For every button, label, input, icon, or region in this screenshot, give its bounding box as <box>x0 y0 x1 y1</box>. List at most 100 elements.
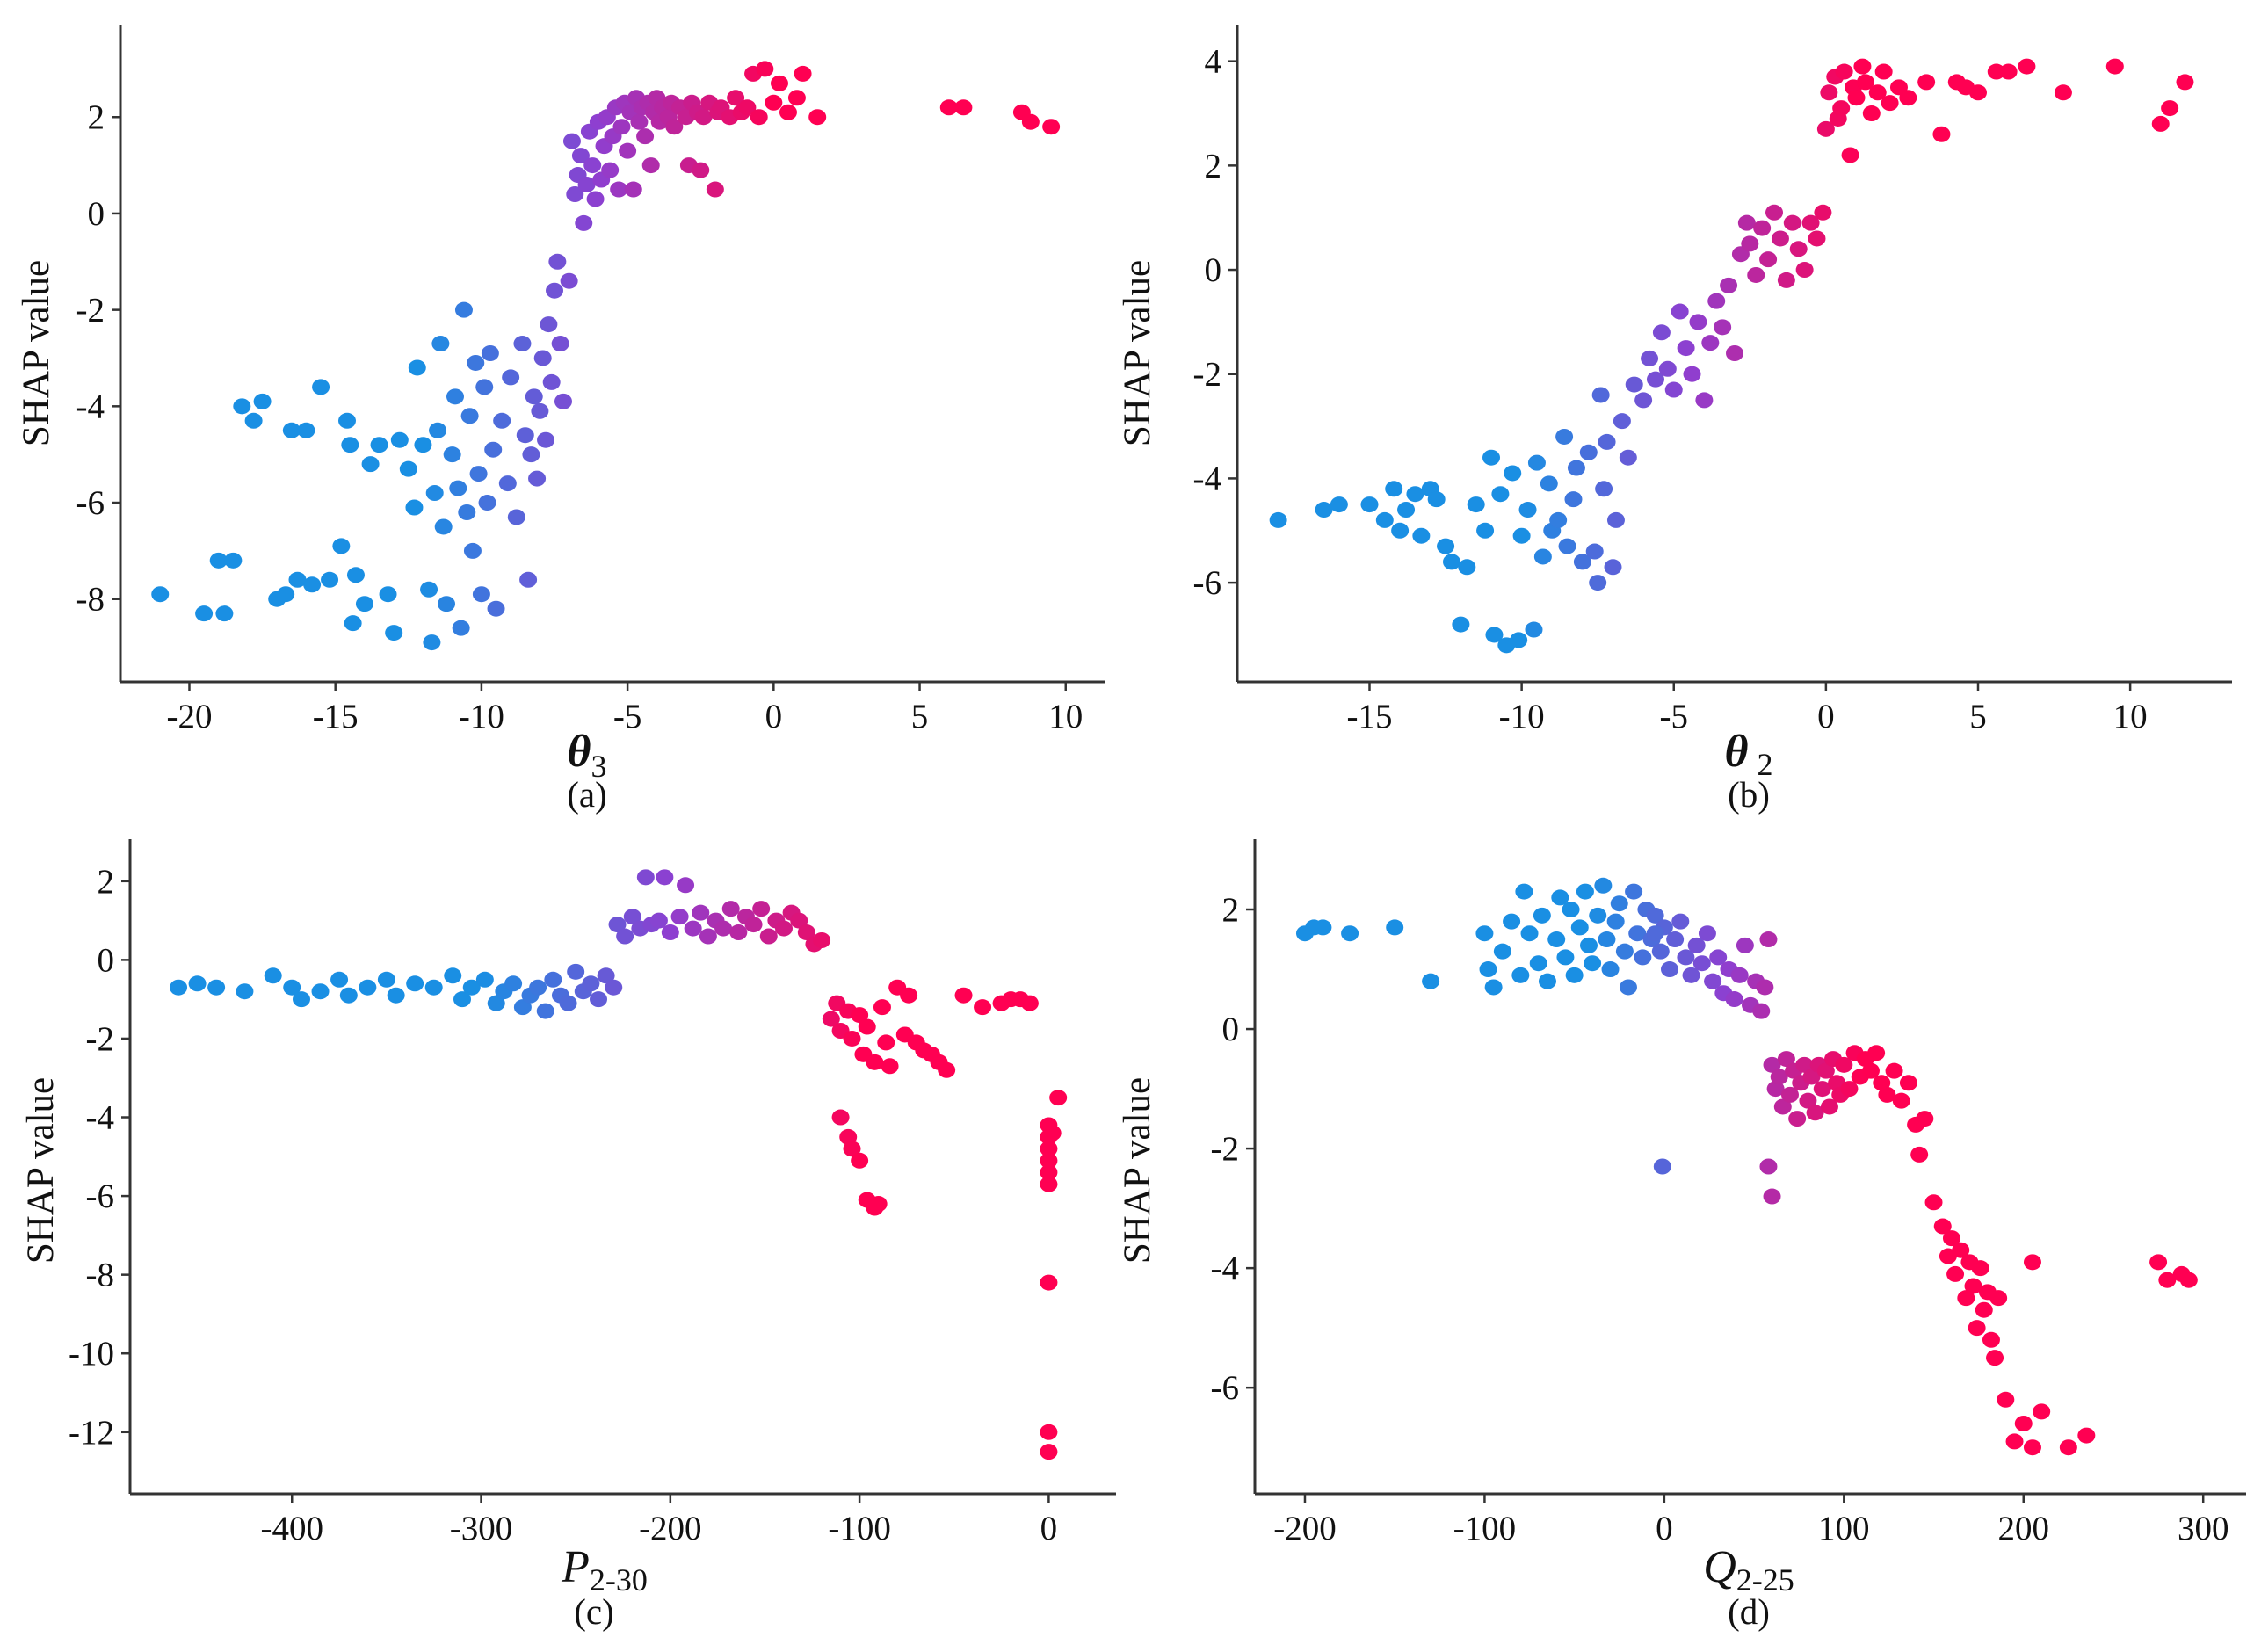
panel-a-data-point <box>727 90 745 106</box>
panel-b-data-point <box>1899 90 1917 106</box>
panel-c-data-point <box>475 971 494 988</box>
panel-a-points <box>151 61 1061 651</box>
panel-c-data-point <box>387 987 405 1004</box>
panel-b-data-point <box>1412 527 1431 544</box>
panel-d-data-point <box>1975 1301 1993 1318</box>
panel-d-data-point <box>1892 1092 1910 1109</box>
panel-d-data-point <box>1646 925 1664 942</box>
panel-c-data-point <box>670 909 689 925</box>
panel-b-ytick-label: -4 <box>1193 460 1222 497</box>
panel-a-data-point <box>554 393 572 409</box>
panel-d-caption: (d) <box>1728 1591 1770 1632</box>
panel-a-data-point <box>446 388 464 405</box>
panel-a-data-point <box>706 181 724 198</box>
panel-b-xtick-label: 5 <box>1969 698 1987 735</box>
panel-a-data-point <box>379 586 397 603</box>
panel-a-data-point <box>1042 119 1061 135</box>
panel-d-data-point <box>1861 1062 1880 1079</box>
panel-a-data-point <box>151 586 170 603</box>
panel-a-data-point <box>438 596 456 612</box>
panel-a-data-point <box>423 634 441 651</box>
panel-b-data-point <box>1385 481 1403 497</box>
panel-b-data-point <box>1881 95 1899 112</box>
panel-b-data-point <box>1579 444 1598 460</box>
panel-d-xtick-label: 300 <box>2178 1510 2229 1547</box>
panel-c-data-point <box>866 1054 884 1070</box>
panel-b-data-point <box>1707 293 1726 309</box>
panel-a-data-point <box>770 75 788 91</box>
panel-d-data-point <box>1511 967 1530 983</box>
panel-a-x-title-sub: 3 <box>591 749 607 784</box>
panel-b-data-point <box>2054 84 2072 101</box>
panel-b-data-point <box>1397 502 1416 518</box>
panel-b-data-point <box>1533 548 1552 565</box>
panel-b-data-point <box>1591 387 1610 403</box>
panel-a-x-title: θ3 <box>568 727 607 784</box>
panel-a-data-point <box>577 177 596 193</box>
panel-b-data-point <box>1606 511 1625 528</box>
panel-d-y-title: SHAP value <box>1117 1077 1158 1264</box>
panel-d-data-point <box>1484 979 1503 996</box>
panel-a-data-point <box>738 99 757 116</box>
panel-c-data-point <box>623 909 641 925</box>
panel-a-data-point <box>794 65 812 82</box>
panel-b-data-point <box>1868 84 1887 101</box>
panel-d-data-point <box>1813 1081 1831 1098</box>
panel-b-data-point <box>1646 371 1664 388</box>
panel-c-data-point <box>684 920 702 937</box>
panel-c-data-point <box>1040 1164 1058 1181</box>
panel-d-data-point <box>1551 889 1569 906</box>
panel-d-data-point <box>1759 1158 1778 1175</box>
panel-c-xtick-label: -100 <box>828 1510 891 1547</box>
panel-b-data-point <box>1540 475 1558 492</box>
panel-c-data-point <box>661 924 679 941</box>
panel-a-data-point <box>542 373 561 390</box>
panel-c-data-point <box>851 1007 869 1024</box>
panel-b-data-point <box>1458 559 1476 576</box>
panel-c-data-point <box>616 928 634 945</box>
panel-b-data-point <box>1816 120 1835 137</box>
panel-b-data-point <box>1585 543 1604 560</box>
panel-a-data-point <box>209 552 228 569</box>
panel-a-data-point <box>332 538 351 554</box>
panel-b-y-title: SHAP value <box>1117 260 1158 446</box>
panel-a-data-point <box>750 109 768 126</box>
panel-d-data-point <box>1957 1290 1975 1307</box>
panel-d-data-point <box>2023 1439 2041 1456</box>
panel-d-data-point <box>1989 1290 2008 1307</box>
panel-c-data-point <box>608 917 627 933</box>
panel-a-caption: (a) <box>567 774 607 815</box>
panel-c-data-point <box>424 979 443 996</box>
panel-c-data-point <box>649 912 668 929</box>
panel-c-data-point <box>544 971 562 988</box>
panel-a-data-point <box>405 499 424 516</box>
panel-c-data-point <box>359 979 377 996</box>
panel-d-data-point <box>1763 1188 1781 1205</box>
panel-a-data-point <box>586 191 605 207</box>
panel-d-ytick-label: -2 <box>1211 1130 1240 1168</box>
panel-a-data-point <box>408 359 426 376</box>
panel-b-data-point <box>1753 220 1772 236</box>
panel-b-data-point <box>1625 376 1643 393</box>
panel-a-data-point <box>478 495 496 511</box>
panel-b-data-point <box>1641 350 1659 366</box>
panel-d-data-point <box>1646 907 1664 924</box>
panel-a-data-point <box>939 99 958 116</box>
panel-c-data-point <box>330 971 349 988</box>
panel-b-data-point <box>1442 554 1460 570</box>
panel-b-data-point <box>1664 381 1683 398</box>
panel-c-data-point <box>207 979 226 996</box>
panel-b-ytick-label: 0 <box>1205 251 1222 289</box>
panel-b-data-point <box>1917 74 1936 91</box>
panel-d-data-point <box>1795 1056 1814 1073</box>
panel-a-xtick-label: 10 <box>1048 698 1083 735</box>
panel-c-data-point <box>293 991 310 1008</box>
panel-c-data-point <box>974 999 992 1016</box>
panel-d-data-point <box>1692 955 1711 972</box>
panel-a-data-point <box>460 408 479 424</box>
panel-d-data-point <box>1594 877 1613 894</box>
panel-c-data-point <box>1040 1424 1058 1440</box>
panel-c-data-point <box>692 904 710 921</box>
panel-b-data-point <box>1613 413 1631 430</box>
